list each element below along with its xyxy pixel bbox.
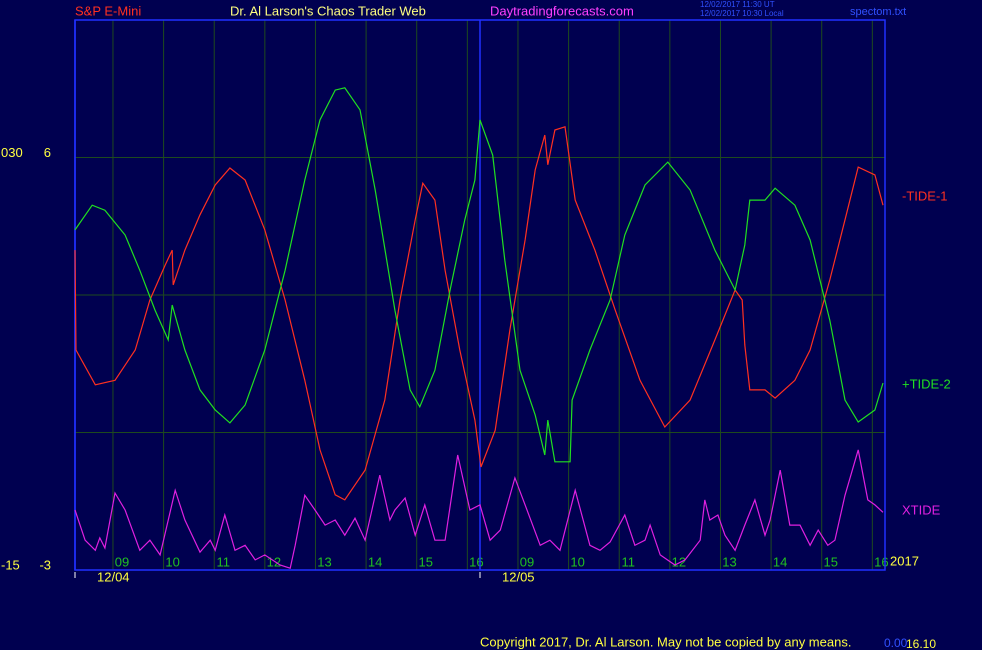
instrument: S&P E-Mini [75, 3, 141, 18]
x-tick-label: 12 [672, 554, 686, 569]
series-line [74, 87, 884, 463]
x-tick-label: 09 [520, 554, 534, 569]
x-tick-label: 10 [570, 554, 584, 569]
footer-value: 0.00 [884, 636, 908, 650]
timestamp: 12/02/2017 11:30 UT [700, 0, 775, 9]
copyright: Copyright 2017, Dr. Al Larson. May not b… [480, 634, 851, 649]
x-tick-label: 09 [115, 554, 129, 569]
y-tick-label: 6 [44, 145, 51, 160]
series-line [74, 126, 884, 501]
chart-title: Dr. Al Larson's Chaos Trader Web [230, 3, 426, 18]
y2-tick-label: -15 [1, 557, 20, 572]
legend-label: +TIDE-2 [902, 376, 951, 391]
x-tick-label: 12 [267, 554, 281, 569]
x-tick-label: 11 [216, 554, 230, 569]
x-tick-label: 13 [722, 554, 736, 569]
date-label: 12/04 [97, 569, 130, 584]
x-tick-label: 14 [368, 554, 382, 569]
timestamp: 12/02/2017 10:30 Local [700, 9, 784, 18]
legend-label: -TIDE-1 [902, 188, 948, 203]
x-tick-label: 16 [469, 554, 483, 569]
date-label: 12/05 [502, 569, 535, 584]
x-tick-label: 14 [773, 554, 787, 569]
y-tick-label: -3 [39, 557, 51, 572]
footer-value: 16.10 [906, 637, 936, 650]
year: 2017 [890, 553, 919, 568]
series-line [74, 449, 884, 569]
x-tick-label: 15 [823, 554, 837, 569]
legend-label: XTIDE [902, 502, 941, 517]
x-tick-label: 11 [621, 554, 635, 569]
x-tick-label: 13 [317, 554, 331, 569]
website: Daytradingforecasts.com [490, 3, 634, 18]
x-tick-label: 15 [418, 554, 432, 569]
x-tick-label: 10 [165, 554, 179, 569]
file-name: spectom.txt [850, 6, 906, 18]
y2-tick-label: 030 [1, 145, 23, 160]
x-tick-label: 16 [874, 554, 888, 569]
